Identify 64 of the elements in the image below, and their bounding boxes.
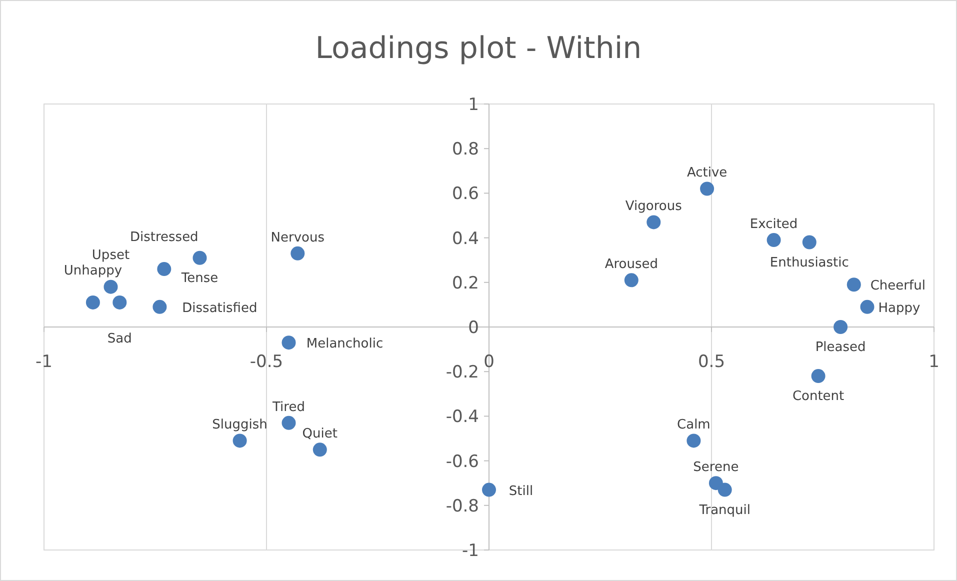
annotation: Unhappy: [64, 263, 122, 278]
y-tick-label: 0.2: [452, 273, 479, 294]
x-tick-label: -0.5: [250, 352, 284, 372]
y-tick-label: -1: [462, 541, 479, 561]
point: [860, 300, 874, 314]
point: [482, 482, 496, 497]
annotation: Tranquil: [698, 502, 750, 518]
y-tick-label: -0.6: [446, 452, 479, 472]
annotation: Active: [686, 166, 728, 181]
annotation: Tense: [180, 270, 218, 286]
annotation: Tired: [272, 400, 305, 415]
annotation: Melancholic: [306, 336, 384, 352]
y-tick-label: 0.8: [452, 140, 479, 160]
point: [104, 280, 118, 294]
y-tick-label: -0.8: [446, 496, 479, 516]
point: [312, 442, 327, 457]
annotation: Sad: [107, 331, 132, 346]
annotation: Enthusiastic: [770, 255, 849, 270]
annotation: Still: [508, 484, 534, 499]
point: [718, 482, 732, 497]
x-tick-label: 0.5: [698, 352, 726, 372]
annotation: Quiet: [302, 426, 338, 442]
point: [290, 246, 305, 260]
annotation: Vigorous: [625, 199, 682, 214]
x-tick-label: 1: [928, 352, 940, 372]
point: [811, 369, 826, 384]
point: [624, 273, 638, 288]
y-tick-label: 1: [468, 95, 479, 115]
point: [192, 250, 207, 265]
point: [232, 434, 247, 448]
point: [157, 262, 172, 276]
annotation: Calm: [677, 418, 710, 433]
annotation: Distressed: [130, 230, 198, 246]
point: [834, 320, 848, 334]
annotation: Excited: [750, 217, 798, 232]
annotation: Pleased: [815, 340, 866, 355]
annotation: Sluggish: [212, 418, 268, 433]
point: [86, 295, 100, 310]
point: [282, 416, 296, 430]
point: [152, 300, 167, 314]
point: [112, 295, 127, 310]
y-tick-label: -0.2: [446, 362, 479, 383]
point: [846, 278, 861, 292]
annotation: Aroused: [604, 257, 658, 272]
annotation: Cheerful: [870, 278, 926, 294]
y-tick-label: 0.6: [452, 184, 479, 204]
annotation: Serene: [693, 460, 739, 476]
x-tick-label: -1: [36, 352, 52, 372]
point: [686, 434, 701, 448]
y-tick-label: -0.4: [446, 407, 479, 428]
y-tick-label: 0: [468, 318, 479, 338]
annotation: Content: [792, 389, 844, 404]
annotation: Happy: [878, 300, 921, 316]
annotation: Dissatisfied: [182, 300, 258, 316]
annotation: Upset: [92, 248, 130, 263]
y-tick-label: 0.4: [452, 228, 479, 249]
point: [802, 235, 816, 250]
annotation: Nervous: [270, 230, 325, 246]
point: [700, 182, 714, 196]
point: [646, 215, 661, 230]
x-tick-label: 0: [484, 352, 494, 372]
chart-title: Loadings plot - Within: [315, 31, 642, 66]
point: [282, 336, 296, 350]
point: [766, 233, 781, 248]
